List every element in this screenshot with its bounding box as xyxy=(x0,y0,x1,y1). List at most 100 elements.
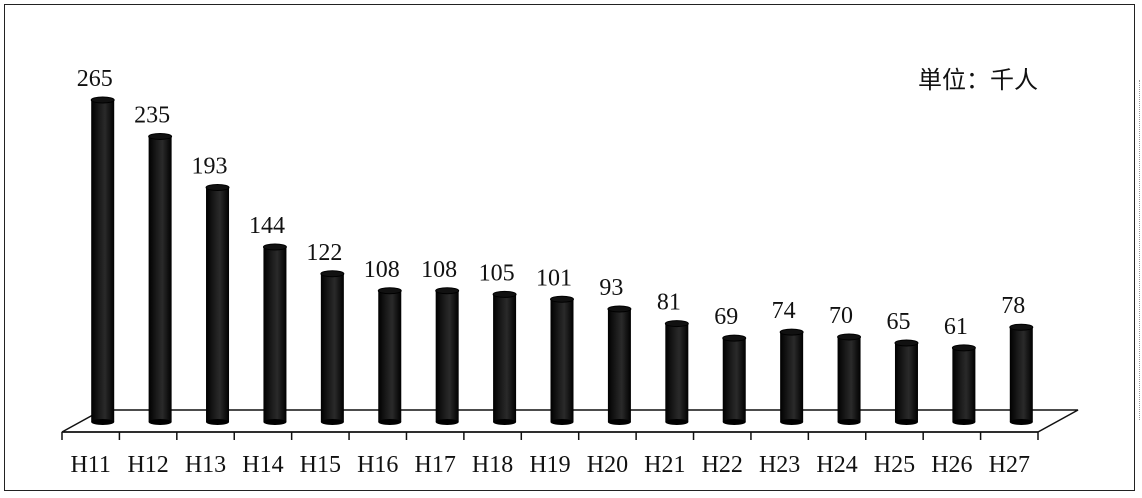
bar xyxy=(550,295,574,425)
bar-cap xyxy=(377,287,402,295)
value-label: 235 xyxy=(134,102,170,128)
value-label: 101 xyxy=(536,265,572,291)
x-tick-label: H14 xyxy=(242,452,283,478)
value-label: 193 xyxy=(192,153,228,179)
bar-base xyxy=(607,419,631,425)
bar-base xyxy=(206,419,230,425)
x-tick-label: H25 xyxy=(874,452,915,478)
bar-base xyxy=(722,419,746,425)
bar-base xyxy=(780,419,804,425)
bar xyxy=(262,243,287,425)
x-tick-label: H17 xyxy=(415,452,456,478)
bar-body xyxy=(378,290,402,422)
x-tick-labels: H11 H12 H13 H14 H15 H16 H17 H18 H19 H20 H21 H22 H23 H… xyxy=(70,452,1029,478)
x-tick-label: H22 xyxy=(702,452,743,478)
bar xyxy=(148,132,173,425)
x-tick-label: H20 xyxy=(587,452,628,478)
bar-base xyxy=(665,419,689,425)
bar-base xyxy=(148,419,172,425)
bar xyxy=(607,305,632,425)
bar-body xyxy=(607,308,631,422)
bar-base xyxy=(1009,419,1033,425)
bar-cap xyxy=(779,328,804,336)
value-label: 74 xyxy=(772,298,796,324)
bar-cap xyxy=(435,287,460,295)
bar-base xyxy=(320,419,344,425)
bar-body xyxy=(722,338,746,422)
bar-body xyxy=(206,187,230,422)
x-tick-label: H27 xyxy=(989,452,1030,478)
bar-base xyxy=(378,419,402,425)
value-label: 122 xyxy=(306,240,342,266)
bar xyxy=(90,96,115,425)
value-label: 70 xyxy=(829,303,853,329)
bar-body xyxy=(493,294,517,422)
x-tick-label: H13 xyxy=(185,452,226,478)
bar-base xyxy=(952,419,976,425)
bar-body xyxy=(952,347,976,422)
bar-cap xyxy=(894,339,919,347)
bar-cap xyxy=(1009,323,1034,331)
bar-cap xyxy=(205,183,230,191)
x-tick-label: H11 xyxy=(70,452,110,478)
value-label: 65 xyxy=(886,309,910,335)
bar-body xyxy=(665,323,689,422)
x-tick-label: H15 xyxy=(300,452,341,478)
bar-body xyxy=(435,290,459,422)
bar-base xyxy=(435,419,459,425)
bar xyxy=(1009,323,1034,425)
bar xyxy=(377,287,402,425)
bar xyxy=(205,183,230,425)
value-label: 81 xyxy=(657,290,681,316)
bar-cap xyxy=(90,96,115,104)
bar xyxy=(492,290,517,425)
bar-body xyxy=(263,247,287,422)
bar-base xyxy=(91,419,115,425)
bar-base xyxy=(263,419,287,425)
bar-body xyxy=(837,336,861,422)
bar xyxy=(837,333,862,425)
x-tick-label: H12 xyxy=(127,452,168,478)
bar-cap xyxy=(320,270,345,278)
bar xyxy=(722,334,747,425)
x-tick-label: H26 xyxy=(931,452,972,478)
bar-body xyxy=(1009,327,1033,422)
bar-cap xyxy=(722,334,747,342)
bar xyxy=(320,270,345,425)
x-tick-label: H23 xyxy=(759,452,800,478)
value-label: 93 xyxy=(599,275,623,301)
x-tick-label: H21 xyxy=(644,452,685,478)
bars xyxy=(90,96,1034,425)
value-label: 61 xyxy=(944,314,968,340)
value-label: 108 xyxy=(421,257,457,283)
bar-body xyxy=(320,273,344,422)
value-label: 108 xyxy=(364,257,400,283)
x-tick-label: H18 xyxy=(472,452,513,478)
bar-cap xyxy=(148,132,173,140)
value-label: 265 xyxy=(77,66,113,92)
value-label: 78 xyxy=(1001,293,1025,319)
x-axis xyxy=(61,431,1039,440)
bar-cap xyxy=(951,344,976,352)
frame-edge-dots xyxy=(1139,80,1140,420)
value-label: 144 xyxy=(249,213,285,239)
bar-cap xyxy=(550,295,574,303)
bar xyxy=(779,328,804,425)
bar-base xyxy=(894,419,918,425)
bar-base xyxy=(493,419,517,425)
bar-base xyxy=(550,419,574,425)
bar-body xyxy=(91,100,115,422)
bar-body xyxy=(148,136,172,423)
bar-cap xyxy=(607,305,632,313)
bar-cap xyxy=(262,243,287,251)
value-label: 69 xyxy=(714,304,738,330)
unit-label: 単位：千人 xyxy=(918,66,1038,94)
bar xyxy=(664,320,689,425)
bar xyxy=(951,344,976,425)
x-tick-label: H19 xyxy=(529,452,570,478)
value-label: 105 xyxy=(479,260,515,286)
bar-body xyxy=(894,343,918,422)
value-labels: 265 235 193 144 122 108 108 105 101 93 81 69 74 70 65 6… xyxy=(77,66,1026,340)
bar-body xyxy=(550,299,574,422)
